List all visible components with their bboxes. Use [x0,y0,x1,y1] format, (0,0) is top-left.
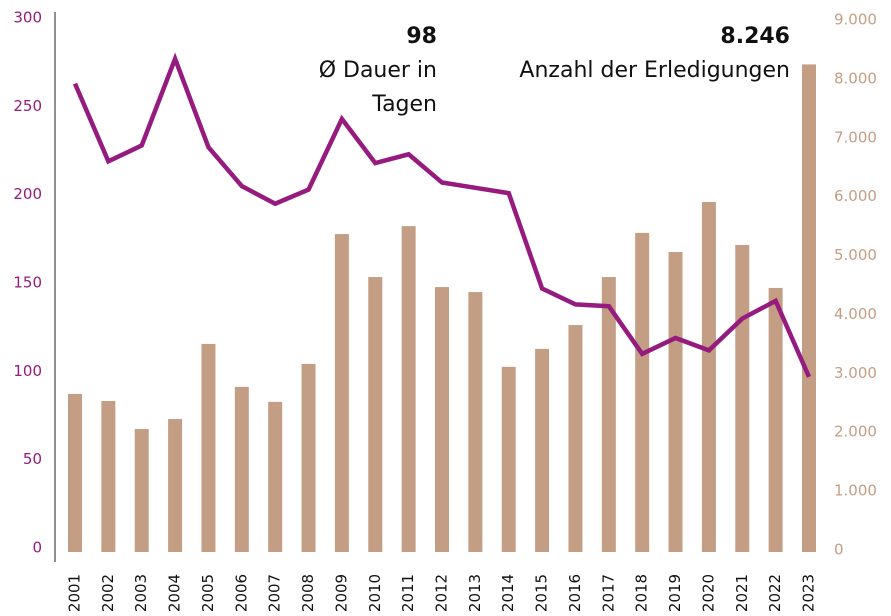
bar [735,244,750,552]
bar-annotation: 8.246 Anzahl der Erledigungen [490,20,790,88]
bar [768,287,783,552]
bar [802,64,816,552]
bar [101,401,116,552]
x-tick-label: 2003 [132,574,150,612]
y-tick-label: 100 [13,362,42,380]
x-tick-label: 2015 [533,574,551,612]
x-tick-label: 2014 [499,574,517,612]
bar [168,418,183,552]
y-tick-label: 250 [13,97,42,115]
x-tick-label: 2004 [166,574,184,612]
x-tick-label: 2001 [66,574,84,612]
bar [601,277,616,552]
bar [68,393,82,552]
y2-tick-label: 2.000 [834,423,877,441]
x-tick-label: 2011 [399,574,417,612]
line-annotation-text: Ø Dauer in Tagen [318,58,437,117]
y2-tick-label: 4.000 [834,305,877,323]
bar [535,348,550,552]
bar [268,401,283,552]
y-tick-label: 200 [13,185,42,203]
bar [501,366,516,552]
x-tick-label: 2018 [633,574,651,612]
y-tick-label: 300 [13,9,42,27]
bar [401,226,416,552]
x-tick-label: 2022 [766,574,784,612]
y-tick-label: 0 [32,539,42,557]
x-tick-label: 2016 [566,574,584,612]
y-tick-label: 150 [13,274,42,292]
bar [134,428,149,552]
line [72,52,812,378]
bar-annotation-text: Anzahl der Erledigungen [519,58,790,83]
bar [234,386,249,552]
x-tick-label: 2005 [199,574,217,612]
y2-tick-label: 5.000 [834,246,877,264]
x-tick-label: 2013 [466,574,484,612]
bar [468,292,483,552]
y2-tick-label: 6.000 [834,187,877,205]
bar [668,252,683,552]
bar [201,343,216,552]
y2-tick-label: 9.000 [834,11,877,29]
bar [368,277,383,552]
x-tick-label: 2006 [232,574,250,612]
y2-tick-label: 3.000 [834,364,877,382]
x-tick-label: 2012 [433,574,451,612]
bar [701,201,716,552]
y-tick-label: 50 [23,450,42,468]
x-tick-label: 2009 [332,574,350,612]
x-tick-label: 2019 [666,574,684,612]
bar [334,234,349,553]
y2-tick-label: 7.000 [834,128,877,146]
x-tick-label: 2002 [99,574,117,612]
line-annotation: 98 Ø Dauer in Tagen [257,20,437,122]
x-tick-label: 2023 [800,574,818,612]
x-tick-label: 2007 [266,574,284,612]
bar [635,232,650,552]
line-annotation-value: 98 [406,24,437,49]
bar [301,363,316,552]
x-tick-label: 2008 [299,574,317,612]
y2-tick-label: 8.000 [834,69,877,87]
bar [568,325,583,552]
y2-tick-label: 1.000 [834,482,877,500]
x-tick-label: 2020 [699,574,717,612]
bar [435,287,449,552]
x-tick-label: 2021 [733,574,751,612]
x-tick-label: 2017 [599,574,617,612]
bar-annotation-value: 8.246 [720,24,790,49]
x-tick-label: 2010 [366,574,384,612]
y2-tick-label: 0 [834,541,844,559]
